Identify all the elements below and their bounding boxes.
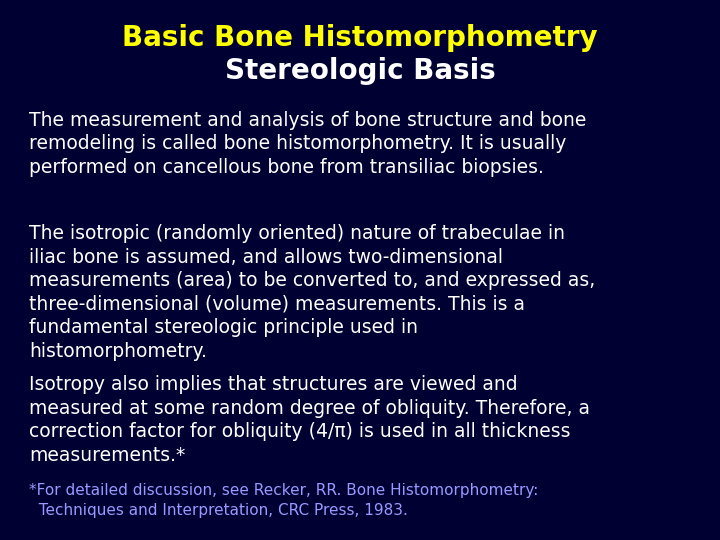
Text: Basic Bone Histomorphometry: Basic Bone Histomorphometry: [122, 24, 598, 52]
Text: The isotropic (randomly oriented) nature of trabeculae in
iliac bone is assumed,: The isotropic (randomly oriented) nature…: [29, 224, 595, 361]
Text: *For detailed discussion, see Recker, RR. Bone Histomorphometry:
  Techniques an: *For detailed discussion, see Recker, RR…: [29, 483, 538, 517]
Text: Isotropy also implies that structures are viewed and
measured at some random deg: Isotropy also implies that structures ar…: [29, 375, 590, 465]
Text: Stereologic Basis: Stereologic Basis: [225, 57, 495, 85]
Text: The measurement and analysis of bone structure and bone
remodeling is called bon: The measurement and analysis of bone str…: [29, 111, 586, 177]
